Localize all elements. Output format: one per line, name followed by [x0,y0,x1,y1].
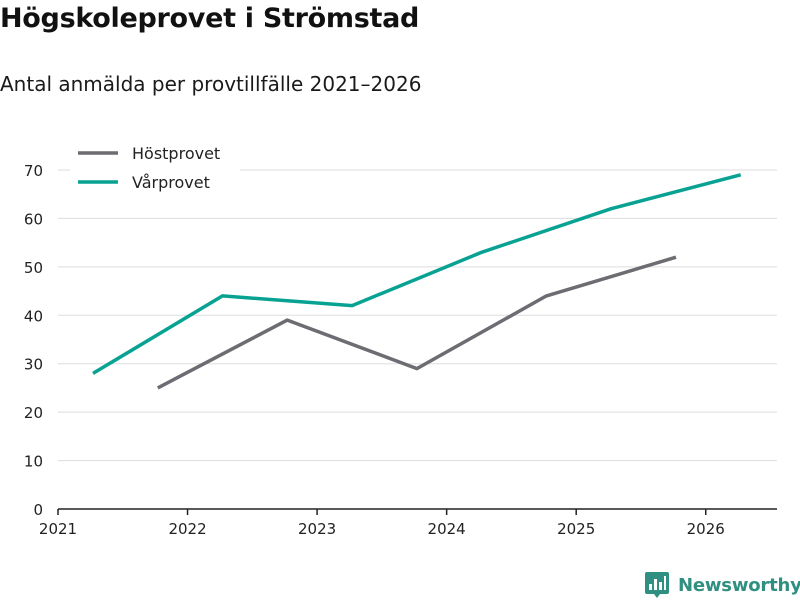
legend-label-varprovet: Vårprovet [132,173,210,192]
x-tick-label-2022: 2022 [168,520,206,538]
series-line-hostprovet [156,255,677,390]
y-tick-label-20: 20 [24,404,43,422]
y-tick-label-70: 70 [24,162,43,180]
chart-subtitle: Antal anmälda per provtillfälle 2021–202… [0,72,422,96]
legend-background [70,140,240,198]
x-tick-label-2021: 2021 [39,520,77,538]
newsworthy-logo: Newsworthy [644,570,800,600]
chart-title: Högskoleprovet i Strömstad [0,3,420,34]
y-tick-label-0: 0 [33,501,43,519]
y-tick-label-60: 60 [24,210,43,228]
y-tick-label-50: 50 [24,259,43,277]
x-tick-label-2026: 2026 [687,520,725,538]
y-tick-label-30: 30 [24,356,43,374]
y-tick-label-40: 40 [24,307,43,325]
brand-name: Newsworthy [678,574,800,596]
x-tick-label-2024: 2024 [428,520,466,538]
x-tick-label-2023: 2023 [298,520,336,538]
y-tick-label-10: 10 [24,453,43,471]
newsworthy-logo-icon [645,572,669,598]
series-line-varprovet [92,173,742,375]
legend-label-hostprovet: Höstprovet [132,144,220,163]
x-tick-label-2025: 2025 [557,520,595,538]
